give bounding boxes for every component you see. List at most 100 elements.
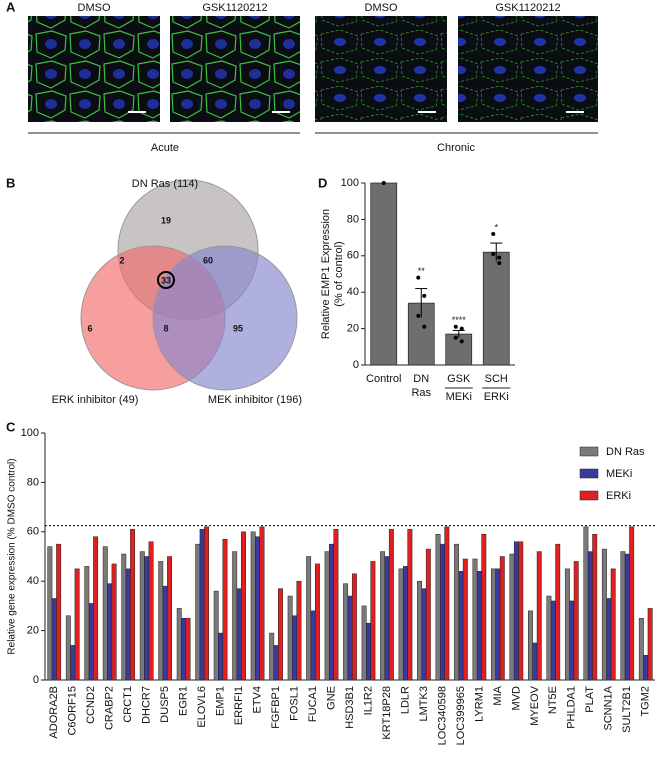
bar: [361, 605, 367, 681]
legend-label: DN Ras: [606, 446, 645, 458]
panel-a: DMSO GSK1120212 DMSO GSK1120212 Acute Ch…: [28, 2, 598, 154]
bar: [310, 610, 316, 681]
bar: [329, 543, 334, 681]
x-tick-label: LDLR: [399, 686, 411, 714]
bar: [47, 546, 53, 681]
micrograph: [170, 16, 300, 122]
bar: [292, 615, 297, 681]
region-count: 8: [163, 323, 168, 333]
x-tick-label: MIA: [492, 685, 504, 705]
bar: [269, 632, 275, 681]
x-tick-label: GSK: [447, 373, 471, 385]
highlight-ring: [157, 271, 175, 289]
significance: ****: [452, 315, 467, 325]
image-label: GSK1120212: [202, 2, 267, 14]
bar: [250, 531, 256, 681]
x-tick-label: MYEOV: [529, 685, 541, 725]
y-tick-label: 0: [33, 674, 39, 686]
bar: [255, 536, 261, 681]
region-count: 6: [87, 323, 92, 333]
x-tick-label: LOC340598: [436, 686, 448, 745]
bar: [125, 568, 131, 681]
bar: [587, 551, 593, 681]
set-label: ERK inhibitor (49): [52, 394, 139, 406]
bar: [213, 590, 219, 681]
image-label: DMSO: [365, 2, 398, 14]
panel-label: A: [6, 0, 16, 14]
bar: [56, 543, 62, 681]
bar: [476, 571, 482, 681]
x-tick-label: LMTK3: [418, 686, 430, 721]
bar: [65, 615, 71, 681]
bar: [481, 534, 487, 681]
x-tick-label: ETV4: [251, 686, 263, 714]
image-label: GSK1120212: [495, 2, 560, 14]
y-tick-label: 0: [353, 359, 359, 371]
bar: [647, 608, 653, 681]
bar: [643, 655, 649, 681]
bar: [462, 558, 468, 681]
x-tick-label: EMP1: [215, 686, 227, 716]
data-point: [491, 251, 496, 256]
bar: [324, 551, 330, 681]
bar: [380, 551, 386, 681]
bar: [472, 558, 478, 681]
panel-label: B: [6, 175, 15, 190]
x-tick-label: PHLDA1: [566, 686, 578, 729]
x-tick-label: C6ORF15: [67, 686, 79, 736]
bar: [439, 543, 445, 681]
bar: [70, 645, 76, 681]
micrograph: [28, 16, 160, 122]
bar: [564, 568, 570, 681]
data-point: [381, 181, 386, 185]
bar: [384, 556, 390, 681]
y-tick-label: 40: [27, 575, 39, 587]
bar: [111, 563, 117, 681]
bar: [121, 553, 127, 681]
legend-label: ERKi: [606, 490, 631, 502]
bar: [527, 610, 533, 681]
bar: [222, 538, 228, 681]
bar: [620, 551, 626, 681]
bar: [139, 551, 145, 681]
x-tick-label: MVD: [510, 686, 522, 711]
bar: [167, 556, 173, 681]
bar: [550, 600, 556, 681]
x-tick-label: NT5E: [547, 686, 559, 714]
bar: [51, 598, 57, 681]
panel-label: D: [318, 175, 327, 190]
bar: [629, 526, 635, 681]
bar: [425, 548, 431, 681]
bar: [158, 561, 164, 681]
bar: [445, 333, 473, 366]
bar: [204, 526, 209, 681]
bar: [287, 595, 293, 681]
bar: [518, 541, 524, 681]
bar: [532, 642, 538, 681]
x-tick-label: DUSP5: [159, 686, 171, 723]
bar: [417, 580, 422, 681]
significance: **: [418, 266, 426, 276]
y-axis-label: (% of control): [333, 241, 345, 306]
region-count: 60: [203, 255, 213, 265]
bar: [491, 568, 496, 681]
bar: [370, 561, 376, 681]
micrograph: [458, 16, 598, 122]
bar: [583, 526, 589, 681]
data-point: [422, 293, 427, 298]
bar: [88, 603, 94, 681]
region-count: 2: [119, 255, 124, 265]
y-tick-label: 20: [347, 323, 359, 335]
data-point: [497, 255, 502, 260]
bar: [638, 618, 644, 681]
bar: [403, 566, 408, 681]
bar: [176, 608, 182, 681]
bar: [306, 556, 312, 681]
x-tick-label: KRT18P28: [381, 686, 393, 740]
bar: [610, 568, 616, 681]
bar: [351, 573, 357, 681]
x-tick-label: CRABP2: [104, 686, 116, 730]
bar: [435, 534, 441, 681]
bar: [624, 553, 630, 681]
